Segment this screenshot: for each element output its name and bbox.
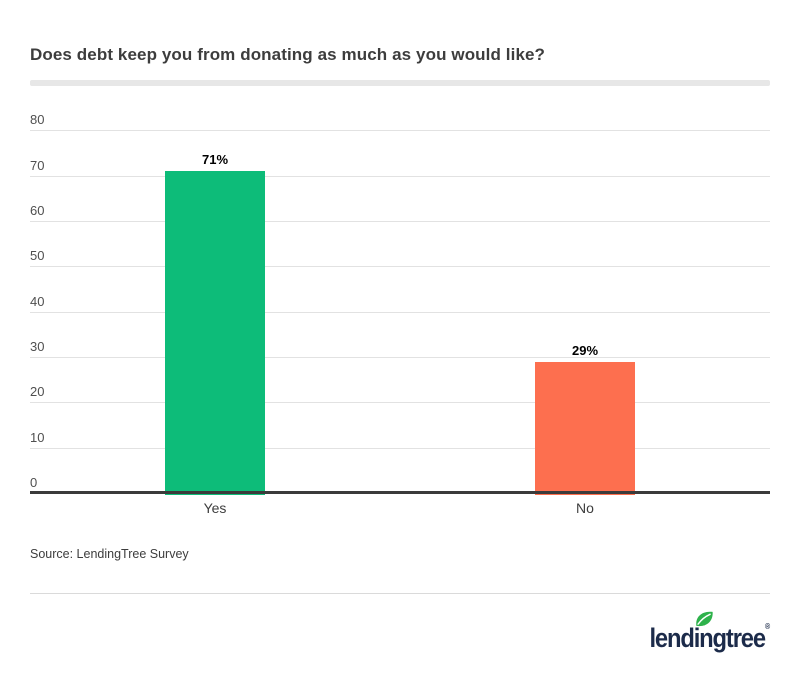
bar-yes — [165, 171, 265, 495]
footer-divider — [30, 593, 770, 594]
gridline — [30, 447, 770, 449]
bar-no — [535, 361, 635, 495]
logo-wordmark: lendingtree® — [649, 622, 770, 653]
leaf-icon — [696, 611, 713, 627]
y-tick-label: 70 — [30, 157, 45, 173]
x-category-label: No — [576, 500, 594, 516]
gridline — [30, 175, 770, 177]
y-tick-label: 40 — [30, 293, 45, 309]
title-divider — [30, 80, 770, 86]
gridline — [30, 357, 770, 359]
gridline — [30, 130, 770, 132]
y-tick-label: 60 — [30, 203, 45, 219]
y-tick-label: 20 — [30, 384, 45, 400]
x-category-label: Yes — [203, 500, 227, 516]
gridline — [30, 266, 770, 268]
y-tick-label: 10 — [30, 429, 45, 445]
gridline — [30, 311, 770, 313]
chart-title: Does debt keep you from donating as much… — [30, 45, 546, 64]
lendingtree-logo: lendingtree® — [580, 610, 770, 658]
gridline — [30, 402, 770, 404]
x-axis-line — [30, 491, 770, 494]
source-note: Source: LendingTree Survey — [30, 547, 189, 561]
bar-value-label: 71% — [201, 152, 229, 168]
gridline — [30, 221, 770, 223]
bar-value-label: 29% — [571, 342, 599, 358]
y-tick-label: 30 — [30, 339, 45, 355]
y-tick-label: 80 — [30, 112, 45, 128]
registered-mark: ® — [764, 622, 770, 631]
y-tick-label: 50 — [30, 248, 45, 264]
y-tick-label: 0 — [30, 475, 38, 490]
